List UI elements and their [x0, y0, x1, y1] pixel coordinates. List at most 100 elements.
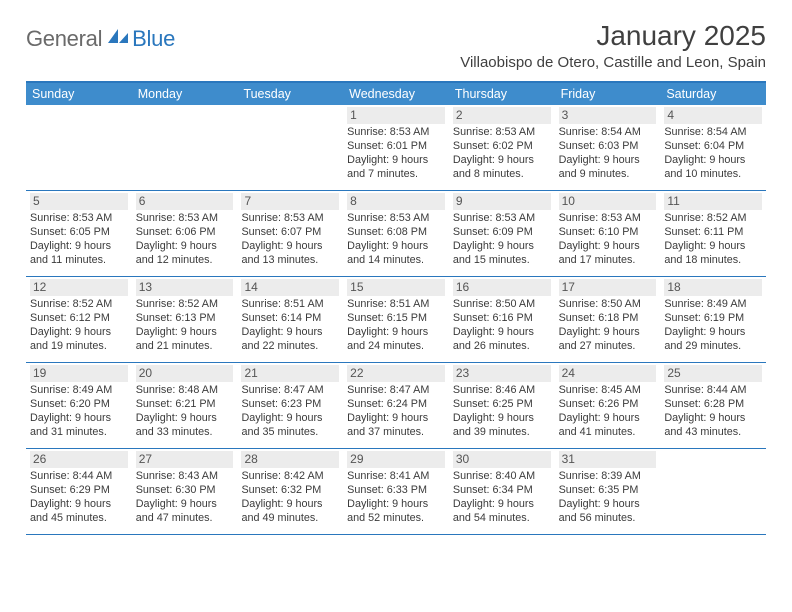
sunset-text: Sunset: 6:32 PM: [241, 484, 339, 498]
daylight-text: Daylight: 9 hours and 26 minutes.: [453, 326, 551, 354]
sunset-text: Sunset: 6:13 PM: [136, 312, 234, 326]
week-row: 1Sunrise: 8:53 AMSunset: 6:01 PMDaylight…: [26, 105, 766, 191]
daylight-text: Daylight: 9 hours and 13 minutes.: [241, 240, 339, 268]
title-block: January 2025 Villaobispo de Otero, Casti…: [460, 20, 766, 71]
sunrise-text: Sunrise: 8:53 AM: [559, 212, 657, 226]
sunset-text: Sunset: 6:30 PM: [136, 484, 234, 498]
sunset-text: Sunset: 6:19 PM: [664, 312, 762, 326]
sunrise-text: Sunrise: 8:47 AM: [347, 384, 445, 398]
sunrise-text: Sunrise: 8:54 AM: [664, 126, 762, 140]
day-of-week-header: Sunday Monday Tuesday Wednesday Thursday…: [26, 83, 766, 105]
day-cell: 29Sunrise: 8:41 AMSunset: 6:33 PMDayligh…: [343, 449, 449, 534]
daylight-text: Daylight: 9 hours and 12 minutes.: [136, 240, 234, 268]
day-number: 9: [453, 193, 551, 210]
day-number: 23: [453, 365, 551, 382]
daylight-text: Daylight: 9 hours and 17 minutes.: [559, 240, 657, 268]
dow-saturday: Saturday: [660, 83, 766, 105]
sunset-text: Sunset: 6:28 PM: [664, 398, 762, 412]
daylight-text: Daylight: 9 hours and 29 minutes.: [664, 326, 762, 354]
sunrise-text: Sunrise: 8:39 AM: [559, 470, 657, 484]
dow-sunday: Sunday: [26, 83, 132, 105]
sunrise-text: Sunrise: 8:44 AM: [30, 470, 128, 484]
sunset-text: Sunset: 6:09 PM: [453, 226, 551, 240]
sunset-text: Sunset: 6:18 PM: [559, 312, 657, 326]
daylight-text: Daylight: 9 hours and 33 minutes.: [136, 412, 234, 440]
day-number: 12: [30, 279, 128, 296]
header: General Blue January 2025 Villaobispo de…: [26, 20, 766, 71]
day-number: 14: [241, 279, 339, 296]
sail-icon: [106, 27, 130, 45]
dow-tuesday: Tuesday: [237, 83, 343, 105]
day-cell: 8Sunrise: 8:53 AMSunset: 6:08 PMDaylight…: [343, 191, 449, 276]
daylight-text: Daylight: 9 hours and 22 minutes.: [241, 326, 339, 354]
sunrise-text: Sunrise: 8:42 AM: [241, 470, 339, 484]
sunset-text: Sunset: 6:04 PM: [664, 140, 762, 154]
day-cell: 5Sunrise: 8:53 AMSunset: 6:05 PMDaylight…: [26, 191, 132, 276]
sunset-text: Sunset: 6:26 PM: [559, 398, 657, 412]
sunrise-text: Sunrise: 8:53 AM: [347, 126, 445, 140]
month-title: January 2025: [460, 20, 766, 52]
week-row: 12 Sunrise: 8:52 AM Sunset: 6:12 PM Dayligh…: [26, 277, 766, 363]
daylight-text: Daylight: 9 hours and 31 minutes.: [30, 412, 128, 440]
sunset-text: Sunset: 6:01 PM: [347, 140, 445, 154]
day-cell: 18Sunrise: 8:49 AMSunset: 6:19 PMDayligh…: [660, 277, 766, 362]
daylight-text: Daylight: 9 hours and 21 minutes.: [136, 326, 234, 354]
day-cell: 23Sunrise: 8:46 AMSunset: 6:25 PMDayligh…: [449, 363, 555, 448]
sunrise-text: Sunrise: 8:52 AM: [664, 212, 762, 226]
sunset-text: Sunset: 6:20 PM: [30, 398, 128, 412]
sunset-text: Sunset: 6:12 PM: [30, 312, 128, 326]
day-cell: 30Sunrise: 8:40 AMSunset: 6:34 PMDayligh…: [449, 449, 555, 534]
day-cell: 7Sunrise: 8:53 AMSunset: 6:07 PMDaylight…: [237, 191, 343, 276]
sunset-text: Sunset: 6:16 PM: [453, 312, 551, 326]
sunset-text: Sunset: 6:06 PM: [136, 226, 234, 240]
sunrise-text: Sunrise: 8:50 AM: [559, 298, 657, 312]
day-cell: 17 Sunrise: 8:50 AMSunset: 6:18 PMDayligh…: [555, 277, 661, 362]
daylight-text: Daylight: 9 hours and 45 minutes.: [30, 498, 128, 526]
day-number: 11: [664, 193, 762, 210]
day-cell: 26 Sunrise: 8:44 AMSunset: 6:29 PMDayligh…: [26, 449, 132, 534]
day-cell: 19 Sunrise: 8:49 AMSunset: 6:20 PMDayligh…: [26, 363, 132, 448]
day-cell: 6Sunrise: 8:53 AMSunset: 6:06 PMDaylight…: [132, 191, 238, 276]
sunset-text: Sunset: 6:24 PM: [347, 398, 445, 412]
sunrise-text: Sunrise: 8:53 AM: [453, 126, 551, 140]
week-row: 5Sunrise: 8:53 AMSunset: 6:05 PMDaylight…: [26, 191, 766, 277]
sunrise-text: Sunrise: 8:53 AM: [30, 212, 128, 226]
brand-logo: General Blue: [26, 20, 175, 52]
sunset-text: Sunset: 6:07 PM: [241, 226, 339, 240]
day-number: 17: [559, 279, 657, 296]
day-cell: 16Sunrise: 8:50 AMSunset: 6:16 PMDayligh…: [449, 277, 555, 362]
day-number: 26: [30, 451, 128, 468]
sunrise-text: Sunrise: 8:51 AM: [241, 298, 339, 312]
sunrise-text: Sunrise: 8:52 AM: [136, 298, 234, 312]
sunrise-text: Sunrise: 8:45 AM: [559, 384, 657, 398]
day-number: 20: [136, 365, 234, 382]
day-number: 19: [30, 365, 128, 382]
sunset-text: Sunset: 6:11 PM: [664, 226, 762, 240]
day-cell: 24Sunrise: 8:45 AMSunset: 6:26 PMDayligh…: [555, 363, 661, 448]
dow-thursday: Thursday: [449, 83, 555, 105]
day-cell: [237, 105, 343, 190]
sunrise-text: Sunrise: 8:44 AM: [664, 384, 762, 398]
daylight-text: Daylight: 9 hours and 14 minutes.: [347, 240, 445, 268]
sunset-text: Sunset: 6:02 PM: [453, 140, 551, 154]
day-cell: 22Sunrise: 8:47 AMSunset: 6:24 PMDayligh…: [343, 363, 449, 448]
day-cell: 20Sunrise: 8:48 AMSunset: 6:21 PMDayligh…: [132, 363, 238, 448]
day-cell: 31Sunrise: 8:39 AMSunset: 6:35 PMDayligh…: [555, 449, 661, 534]
day-number: 30: [453, 451, 551, 468]
sunrise-text: Sunrise: 8:47 AM: [241, 384, 339, 398]
day-cell: [660, 449, 766, 534]
sunrise-text: Sunrise: 8:41 AM: [347, 470, 445, 484]
day-number: 15: [347, 279, 445, 296]
daylight-text: Daylight: 9 hours and 27 minutes.: [559, 326, 657, 354]
day-cell: 27Sunrise: 8:43 AMSunset: 6:30 PMDayligh…: [132, 449, 238, 534]
day-cell: 12Sunrise: 8:52 AMSunset: 6:12 PMDayligh…: [26, 277, 132, 362]
day-number: 29: [347, 451, 445, 468]
day-number: 31: [559, 451, 657, 468]
week-row: 19Sunrise: 8:49 AMSunset: 6:20 PMDayligh…: [26, 363, 766, 449]
sunrise-text: Sunrise: 8:49 AM: [30, 384, 128, 398]
sunset-text: Sunset: 6:29 PM: [30, 484, 128, 498]
daylight-text: Daylight: 9 hours and 52 minutes.: [347, 498, 445, 526]
dow-wednesday: Wednesday: [343, 83, 449, 105]
daylight-text: Daylight: 9 hours and 10 minutes.: [664, 154, 762, 182]
week-row: 26Sunrise: 8:44 AMSunset: 6:29 PMDayligh…: [26, 449, 766, 535]
